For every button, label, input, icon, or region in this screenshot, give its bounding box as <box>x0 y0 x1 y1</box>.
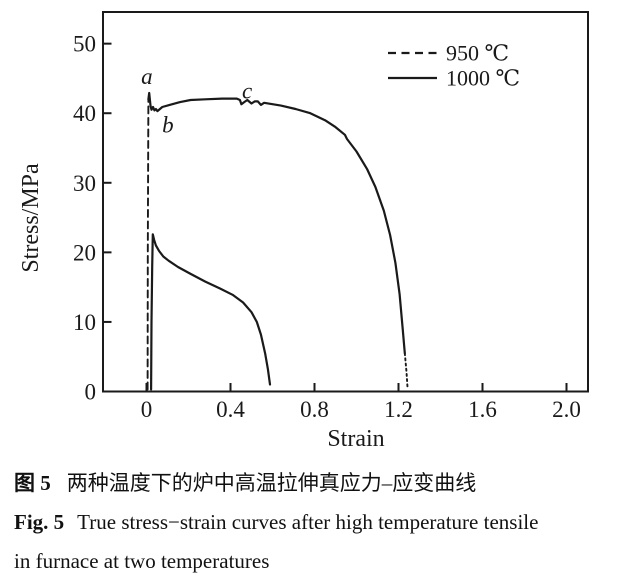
caption-zh-text: 两种温度下的炉中高温拉伸真应力–应变曲线 <box>66 471 477 495</box>
legend-label: 1000 ℃ <box>446 66 520 91</box>
caption-en-text2: in furnace at two temperatures <box>14 549 270 573</box>
x-tick-label: 0.4 <box>216 397 245 422</box>
stress-strain-chart: 0 0.4 0.8 1.2 1.6 2.0 0 10 20 30 40 50 Strain Stress/… <box>18 11 589 452</box>
x-tick-label: 0.8 <box>300 397 329 422</box>
legend-item-1000: 1000 ℃ <box>388 66 520 91</box>
annotations: ab c <box>141 64 252 138</box>
x-tick-label: 1.6 <box>468 397 497 422</box>
x-tick-label: 0 <box>141 397 153 422</box>
caption-zh: 图 5 两种温度下的炉中高温拉伸真应力–应变曲线 <box>14 464 619 503</box>
curve-1000 <box>150 233 272 391</box>
y-tick-label: 30 <box>73 171 96 196</box>
annotation-b: b <box>162 113 174 138</box>
caption-en-line1: Fig. 5 True stress−strain curves after hi… <box>14 503 619 542</box>
y-tick-label: 0 <box>85 380 97 405</box>
y-axis: 0 10 20 30 40 50 <box>73 32 112 405</box>
caption-en-text1: True stress−strain curves after high tem… <box>77 510 539 534</box>
figure-caption: 图 5 两种温度下的炉中高温拉伸真应力–应变曲线 Fig. 5 True stres… <box>0 458 627 581</box>
y-tick-label: 40 <box>73 101 96 126</box>
x-axis-title: Strain <box>327 426 384 452</box>
curve-950-solid-segment <box>147 91 406 355</box>
y-tick-label: 50 <box>73 32 96 57</box>
y-tick-label: 10 <box>73 310 96 335</box>
curve-1000-solid-segment <box>150 233 272 391</box>
caption-en-label: Fig. 5 <box>14 510 65 534</box>
curve-950 <box>146 91 409 391</box>
annotation-a: a <box>141 64 153 89</box>
x-tick-label: 1.2 <box>384 397 413 422</box>
y-axis-title: Stress/MPa <box>18 163 44 273</box>
x-axis: 0 0.4 0.8 1.2 1.6 2.0 <box>141 383 581 422</box>
legend-label: 950 ℃ <box>446 41 509 66</box>
curve-950-dashed-segment <box>146 98 150 391</box>
caption-en-line2: in furnace at two temperatures <box>14 542 619 581</box>
plot-frame <box>102 11 589 393</box>
annotation-c: c <box>242 79 252 104</box>
legend-item-950: 950 ℃ <box>388 41 509 66</box>
y-tick-label: 20 <box>73 240 96 265</box>
x-tick-label: 2.0 <box>552 397 581 422</box>
curve-950-dotted-segment <box>403 352 409 389</box>
caption-zh-label: 图 5 <box>14 471 51 495</box>
